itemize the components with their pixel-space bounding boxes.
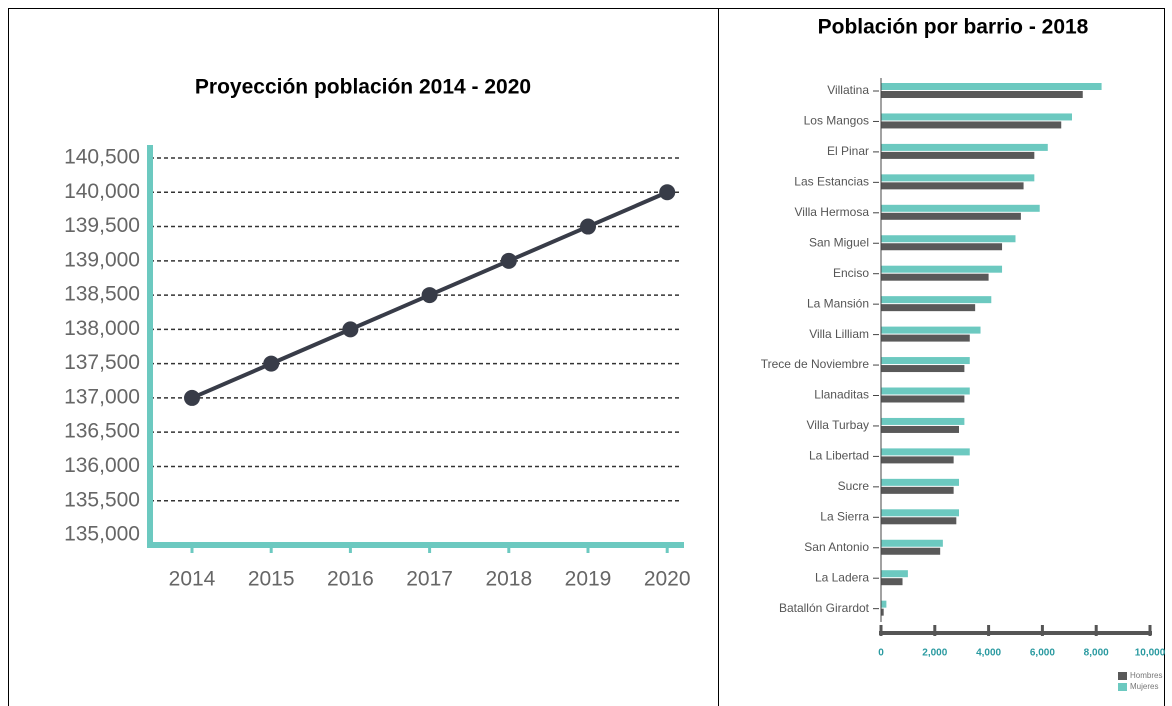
bar: [881, 578, 903, 586]
bar: [881, 182, 1024, 190]
bar: [881, 143, 1048, 151]
x-tick-label: 4,000: [976, 648, 1001, 659]
category-label: El Pinar: [827, 144, 869, 158]
bar: [881, 113, 1072, 121]
bar: [881, 417, 965, 425]
category-label: Villa Lilliam: [809, 327, 869, 341]
bar: [881, 151, 1035, 159]
bar: [881, 357, 970, 365]
x-tick-label: 10,000: [1135, 648, 1166, 659]
category-label: Trece de Noviembre: [761, 357, 870, 371]
bar: [881, 296, 992, 304]
bar: [881, 517, 957, 525]
y-tick-label: 139,000: [64, 248, 140, 271]
bar: [881, 174, 1035, 182]
y-tick-label: 140,000: [64, 180, 140, 203]
bar: [881, 326, 981, 334]
x-tick-label: 2019: [565, 568, 612, 591]
bar: [881, 121, 1062, 129]
point: [580, 218, 596, 235]
category-label: Villatina: [827, 83, 869, 97]
point: [263, 355, 280, 372]
point: [500, 252, 517, 269]
category-label: Batallón Girardot: [779, 601, 870, 615]
x-tick-label: 6,000: [1030, 648, 1055, 659]
bar: [881, 456, 954, 464]
point: [184, 389, 200, 406]
bar: [881, 91, 1083, 98]
x-tick-label: 2,000: [922, 648, 947, 659]
legend-label: Hombres: [1130, 671, 1162, 680]
y-tick-label: 136,500: [64, 420, 140, 443]
category-label: Sucre: [838, 479, 870, 493]
x-tick-label: 2016: [327, 568, 374, 591]
bar: [881, 608, 884, 616]
x-tick-label: 2017: [406, 568, 453, 591]
bar: [881, 509, 960, 517]
bar: [881, 478, 960, 486]
bar: [881, 83, 1102, 90]
category-label: La Mansión: [807, 296, 869, 310]
category-label: Enciso: [833, 266, 869, 280]
y-tick-label: 138,500: [64, 283, 140, 306]
bar: [881, 273, 989, 281]
bar: [881, 387, 970, 395]
bar: [881, 265, 1003, 273]
category-label: Llanaditas: [814, 388, 869, 402]
x-tick-label: 2020: [644, 568, 691, 591]
y-tick-label: 135,000: [64, 523, 140, 546]
y-tick-label: 139,500: [64, 214, 140, 237]
legend-swatch: [1118, 672, 1127, 680]
x-tick-label: 0: [878, 648, 884, 659]
category-label: San Antonio: [804, 540, 869, 554]
category-label: Villa Turbay: [807, 418, 869, 432]
category-label: La Sierra: [820, 509, 869, 523]
bar: [881, 304, 976, 312]
x-tick-label: 2015: [248, 568, 295, 591]
frame: [8, 8, 1165, 706]
bar: [881, 570, 908, 578]
x-tick-label: 2018: [485, 568, 532, 591]
y-tick-label: 137,000: [64, 385, 140, 408]
y-tick-label: 137,500: [64, 351, 140, 374]
category-label: Villa Hermosa: [795, 205, 870, 219]
bar: [881, 539, 943, 547]
point: [421, 287, 438, 304]
point: [342, 321, 359, 338]
y-tick-label: 136,000: [64, 454, 140, 477]
line-chart-title: Proyección población 2014 - 2020: [195, 76, 531, 99]
bar: [881, 212, 1021, 220]
x-tick-label: 8,000: [1084, 648, 1109, 659]
y-tick-label: 135,500: [64, 488, 140, 511]
bar: [881, 395, 965, 403]
bar: [881, 486, 954, 494]
category-label: La Libertad: [809, 449, 869, 463]
category-label: La Ladera: [815, 570, 869, 584]
category-label: Las Estancias: [794, 175, 869, 189]
bar: [881, 448, 970, 456]
legend-swatch: [1118, 683, 1127, 691]
bar: [881, 243, 1003, 251]
point: [659, 184, 676, 201]
bar: [881, 235, 1016, 243]
legend-label: Mujeres: [1130, 682, 1158, 691]
category-label: Los Mangos: [804, 114, 869, 128]
y-tick-label: 140,500: [64, 146, 140, 169]
category-label: San Miguel: [809, 235, 869, 249]
x-tick-label: 2014: [169, 568, 216, 591]
bar: [881, 425, 960, 433]
bar: [881, 547, 941, 555]
bar: [881, 204, 1040, 212]
bar: [881, 365, 965, 373]
y-tick-label: 138,000: [64, 317, 140, 340]
bar: [881, 600, 887, 608]
bar-chart-title: Población por barrio - 2018: [818, 16, 1089, 39]
bar: [881, 334, 970, 342]
